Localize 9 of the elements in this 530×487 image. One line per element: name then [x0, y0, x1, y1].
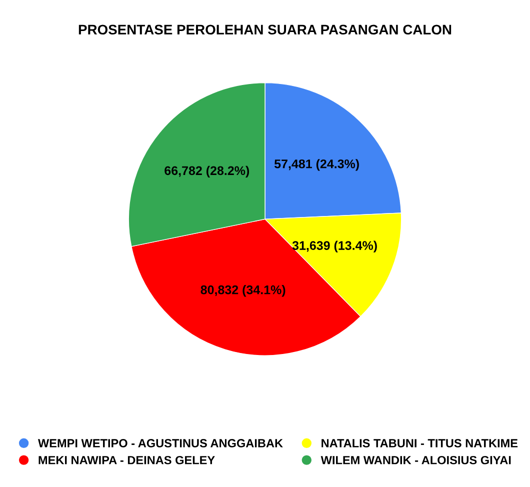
- legend-label: NATALIS TABUNI - TITUS NATKIME: [322, 439, 518, 448]
- legend-label: MEKI NAWIPA - DEINAS GELEY: [38, 456, 215, 464]
- data-label: 66,782 (28.2%): [164, 166, 250, 178]
- legend-label: WILEM WANDIK - ALOISIUS GIYAI: [320, 456, 511, 464]
- data-label: 31,639 (13.4%): [292, 240, 377, 252]
- chart-title: PROSENTASE PEROLEHAN SUARA PASANGAN CALON: [78, 24, 452, 35]
- legend-label: WEMPI WETIPO - AGUSTINUS ANGGAIBAK: [38, 439, 283, 448]
- data-label: 57,481 (24.3%): [274, 159, 359, 171]
- data-label: 80,832 (34.1%): [200, 285, 286, 297]
